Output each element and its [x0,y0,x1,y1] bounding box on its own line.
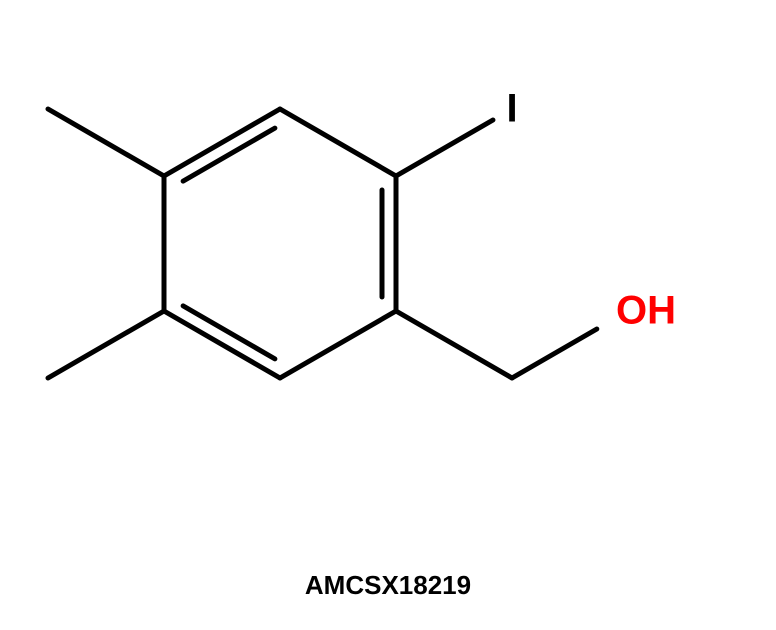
atom-label-oh: OH [616,289,676,334]
molecule-canvas: I OH AMCSX18219 [0,0,776,630]
atom-label-i: I [506,87,517,132]
compound-caption: AMCSX18219 [305,570,471,601]
